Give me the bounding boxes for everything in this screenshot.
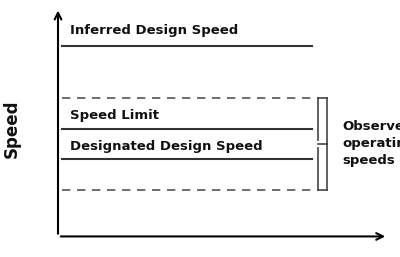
Text: Designated Design Speed: Designated Design Speed	[70, 140, 263, 153]
Text: Observed
operating
speeds: Observed operating speeds	[342, 121, 400, 167]
Text: Inferred Design Speed: Inferred Design Speed	[70, 24, 238, 37]
Text: Speed: Speed	[3, 99, 21, 158]
Text: Speed Limit: Speed Limit	[70, 109, 159, 122]
